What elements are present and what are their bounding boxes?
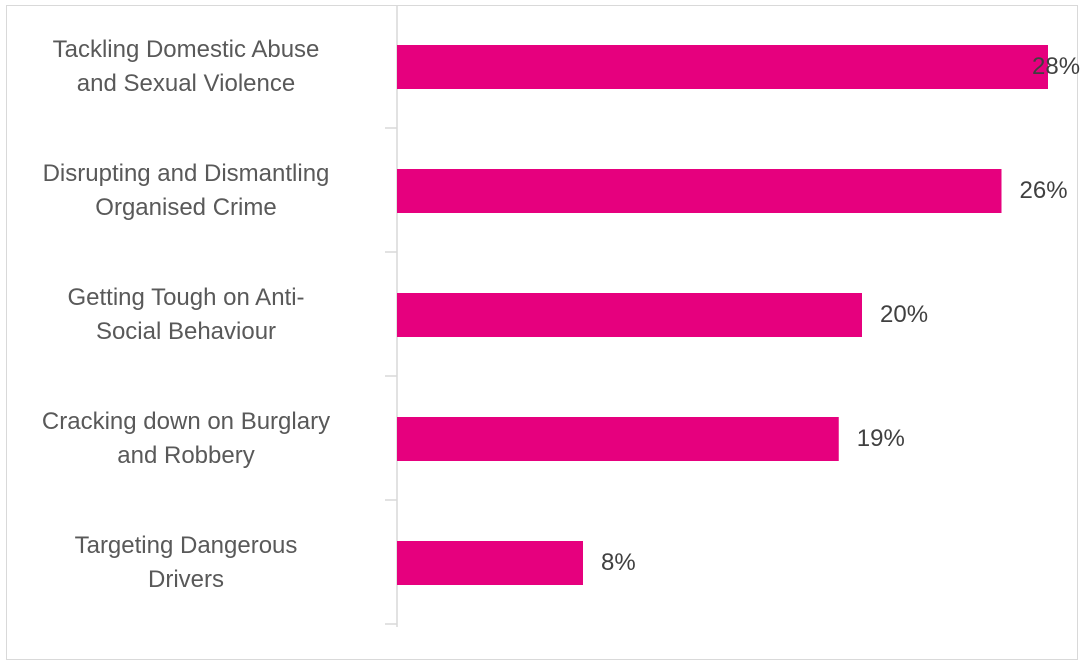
data-label: 26% (1019, 177, 1068, 204)
data-label: 20% (880, 301, 929, 328)
category-label-line: and Sexual Violence (76, 70, 296, 97)
category-label: Getting Tough on Anti- Social Behaviour (0, 281, 372, 349)
bar (397, 45, 1048, 89)
bar (397, 293, 862, 337)
category-label-line: Targeting Dangerous (74, 532, 298, 559)
bar (397, 417, 839, 461)
bar (397, 541, 583, 585)
category-label: Tackling Domestic Abuse and Sexual Violen… (0, 33, 372, 101)
category-label-line: and Robbery (117, 442, 255, 469)
category-label: Targeting Dangerous Drivers (0, 529, 372, 597)
category-label-line: Organised Crime (95, 194, 277, 221)
bar (397, 169, 1002, 213)
data-label: 8% (601, 549, 636, 576)
category-label-line: Tackling Domestic Abuse (52, 36, 320, 63)
data-label: 19% (856, 425, 905, 452)
category-label-line: Disrupting and Dismantling (42, 160, 330, 187)
category-label: Disrupting and Dismantling Organised Crim… (0, 157, 372, 225)
category-label-line: Cracking down on Burglary (41, 408, 331, 435)
data-label: 28% (1032, 53, 1081, 80)
category-label-line: Getting Tough on Anti- (67, 284, 305, 311)
category-label-line: Social Behaviour (95, 318, 277, 345)
category-label-line: Drivers (148, 566, 224, 593)
category-label: Cracking down on Burglary and Robbery (0, 405, 372, 473)
